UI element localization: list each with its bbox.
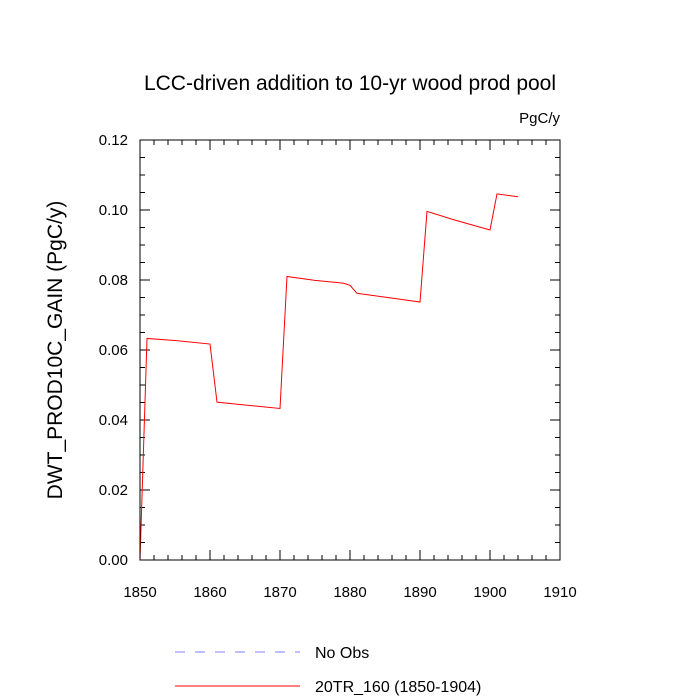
axis-tick-labels: 1850 1860 1870 1880 1890 1900 1910 0.00 0.02 0.04…	[99, 132, 577, 601]
x-tick-label: 1850	[123, 584, 156, 601]
chart-title: LCC-driven addition to 10-yr wood prod p…	[144, 72, 556, 95]
y-tick-label: 0.06	[99, 342, 128, 359]
plot-frame	[139, 139, 561, 561]
x-tick-label: 1860	[193, 584, 226, 601]
y-tick-label: 0.08	[99, 272, 128, 289]
y-tick-label: 0.10	[99, 202, 128, 219]
legend: No Obs 20TR_160 (1850-1904)	[175, 645, 481, 696]
axis-ticks	[139, 139, 561, 561]
x-tick-label: 1870	[263, 584, 296, 601]
y-tick-label: 0.12	[99, 132, 128, 149]
x-tick-label: 1910	[543, 584, 576, 601]
y-tick-label: 0.04	[99, 412, 128, 429]
series-line	[139, 193, 519, 561]
y-tick-label: 0.00	[99, 552, 128, 569]
legend-label: No Obs	[315, 645, 369, 662]
x-tick-label: 1890	[403, 584, 436, 601]
units-label: PgC/y	[519, 110, 560, 127]
x-tick-label: 1880	[333, 584, 366, 601]
data-series	[139, 193, 519, 561]
legend-label: 20TR_160 (1850-1904)	[315, 679, 481, 696]
y-axis-label: DWT_PROD10C_GAIN (PgC/y)	[44, 201, 67, 500]
x-tick-label: 1900	[473, 584, 506, 601]
y-tick-label: 0.02	[99, 482, 128, 499]
